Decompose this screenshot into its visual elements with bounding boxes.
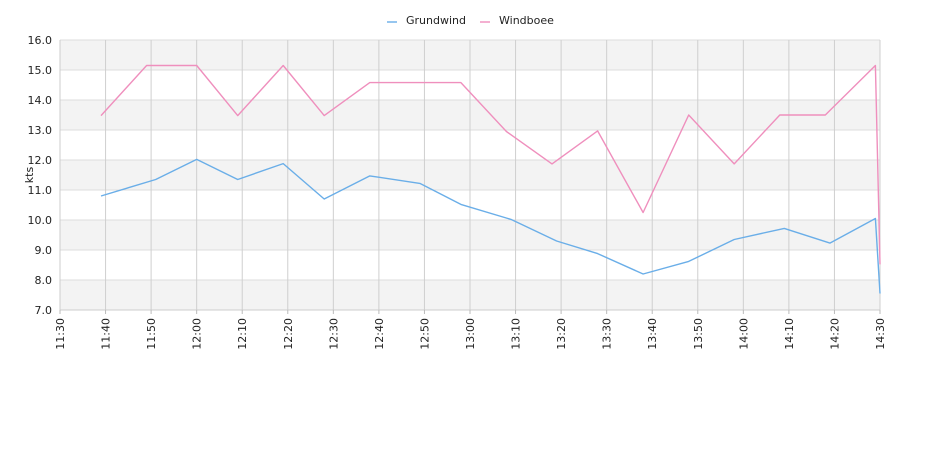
series-lines [100, 64, 881, 294]
grid-lines [59, 39, 881, 311]
y-tick-label: 14.0 [28, 94, 53, 107]
series-line-windboee [100, 64, 881, 265]
y-tick-label: 10.0 [28, 214, 53, 227]
x-tick-label: 14:10 [783, 318, 796, 350]
x-tick-label: 13:20 [555, 318, 568, 350]
y-axis-ticks: 7.0 8.0 9.0 10.0 11.0 12.0 13.0 14.0 15.0 16.0 [28, 34, 53, 317]
x-tick-label: 11:30 [54, 318, 67, 350]
x-tick-label: 13:30 [601, 318, 614, 350]
legend: Grundwind Windboee [387, 14, 554, 27]
y-tick-label: 15.0 [28, 64, 53, 77]
x-tick-label: 14:00 [737, 318, 750, 350]
x-tick-label: 12:10 [236, 318, 249, 350]
legend-label: Windboee [499, 14, 554, 27]
y-tick-label: 13.0 [28, 124, 53, 137]
y-tick-label: 9.0 [35, 244, 53, 257]
series-line-grundwind [100, 158, 881, 294]
x-axis-ticks: 11:30 11:40 11:50 12:00 12:10 12:20 12:30 12:40… [54, 310, 887, 350]
x-tick-label: 13:00 [464, 318, 477, 350]
y-axis-label: kts [23, 167, 36, 184]
x-tick-label: 14:20 [828, 318, 841, 350]
x-tick-label: 12:50 [418, 318, 431, 350]
legend-label: Grundwind [406, 14, 466, 27]
x-tick-label: 12:00 [191, 318, 204, 350]
y-tick-label: 12.0 [28, 154, 53, 167]
x-tick-label: 13:50 [692, 318, 705, 350]
y-tick-label: 16.0 [28, 34, 53, 47]
y-tick-label: 11.0 [28, 184, 53, 197]
x-tick-label: 11:50 [145, 318, 158, 350]
x-tick-label: 11:40 [100, 318, 113, 350]
y-tick-label: 7.0 [35, 304, 53, 317]
x-tick-label: 13:10 [510, 318, 523, 350]
x-tick-label: 14:30 [874, 318, 887, 350]
x-tick-label: 13:40 [646, 318, 659, 350]
x-tick-label: 12:40 [373, 318, 386, 350]
y-tick-label: 8.0 [35, 274, 53, 287]
x-tick-label: 12:30 [327, 318, 340, 350]
x-tick-label: 12:20 [282, 318, 295, 350]
